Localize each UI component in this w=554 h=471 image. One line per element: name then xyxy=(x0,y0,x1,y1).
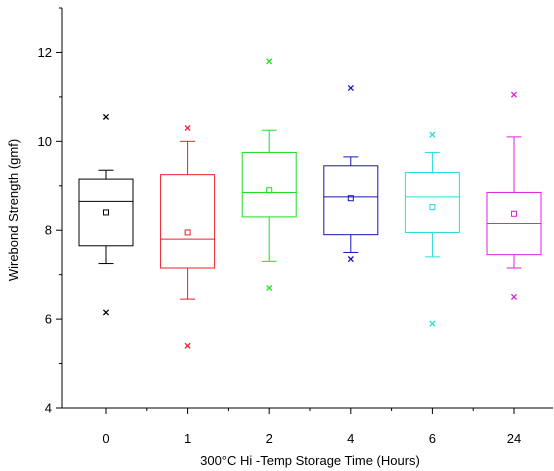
outlier-high-stroke-b xyxy=(184,124,191,132)
outlier-low-stroke-b xyxy=(102,309,110,316)
outlier-high-stroke-b xyxy=(102,113,110,120)
boxes xyxy=(78,58,542,349)
outlier-high xyxy=(184,124,191,132)
outlier-low-stroke-b xyxy=(266,284,273,292)
outlier-high-stroke-b xyxy=(510,91,518,98)
iqr-box xyxy=(160,174,216,269)
outlier-high xyxy=(102,113,110,120)
box-group-6 xyxy=(404,131,460,327)
y-ticks: 4 6 8 10 12 xyxy=(38,7,62,416)
box-group-0 xyxy=(78,113,134,316)
iqr-box xyxy=(323,165,379,236)
mean-marker xyxy=(103,209,109,216)
x-tick-label: 2 xyxy=(266,431,273,446)
outlier-high-stroke-b xyxy=(429,131,436,138)
mean-marker xyxy=(347,195,354,202)
outlier-low xyxy=(347,256,354,263)
box-group-4 xyxy=(323,84,379,263)
outlier-low xyxy=(184,342,191,349)
mean-marker xyxy=(266,187,273,194)
box-group-24 xyxy=(486,91,542,300)
outlier-high xyxy=(347,84,354,92)
outlier-high-stroke-b xyxy=(266,58,273,65)
axes xyxy=(61,8,553,409)
mean-marker xyxy=(184,229,191,236)
box-group-1 xyxy=(160,124,216,349)
outlier-low xyxy=(429,320,436,327)
mean-marker xyxy=(429,204,436,211)
x-tick-label: 0 xyxy=(102,431,109,446)
x-tick-label: 24 xyxy=(507,431,521,446)
iqr-box xyxy=(241,151,297,218)
outlier-high xyxy=(429,131,436,138)
outlier-high xyxy=(510,91,518,98)
outlier-low xyxy=(266,284,273,292)
mean-marker xyxy=(511,210,517,217)
x-axis-title: 300°C Hi -Temp Storage Time (Hours) xyxy=(200,453,420,468)
outlier-high-stroke-b xyxy=(347,84,354,92)
iqr-box xyxy=(404,171,460,233)
y-tick-label: 8 xyxy=(45,223,52,238)
y-tick-label: 4 xyxy=(45,401,52,416)
x-tick-label: 1 xyxy=(184,431,191,446)
outlier-low-stroke-b xyxy=(184,342,191,349)
outlier-low xyxy=(102,309,110,316)
outlier-high xyxy=(266,58,273,65)
x-tick-label: 4 xyxy=(347,431,354,446)
x-ticks: 0 1 2 4 6 24 xyxy=(102,408,521,446)
y-axis-title: Wirebond Strength (gmf) xyxy=(6,139,21,281)
outlier-low-stroke-b xyxy=(429,320,436,327)
y-tick-label: 10 xyxy=(38,134,52,149)
outlier-low-stroke-b xyxy=(510,293,518,300)
box-group-2 xyxy=(241,58,297,292)
outlier-low-stroke-b xyxy=(347,256,354,263)
x-tick-label: 6 xyxy=(429,431,436,446)
iqr-box xyxy=(78,178,134,247)
outlier-low xyxy=(510,293,518,300)
y-tick-label: 12 xyxy=(38,45,52,60)
y-tick-label: 6 xyxy=(45,312,52,327)
